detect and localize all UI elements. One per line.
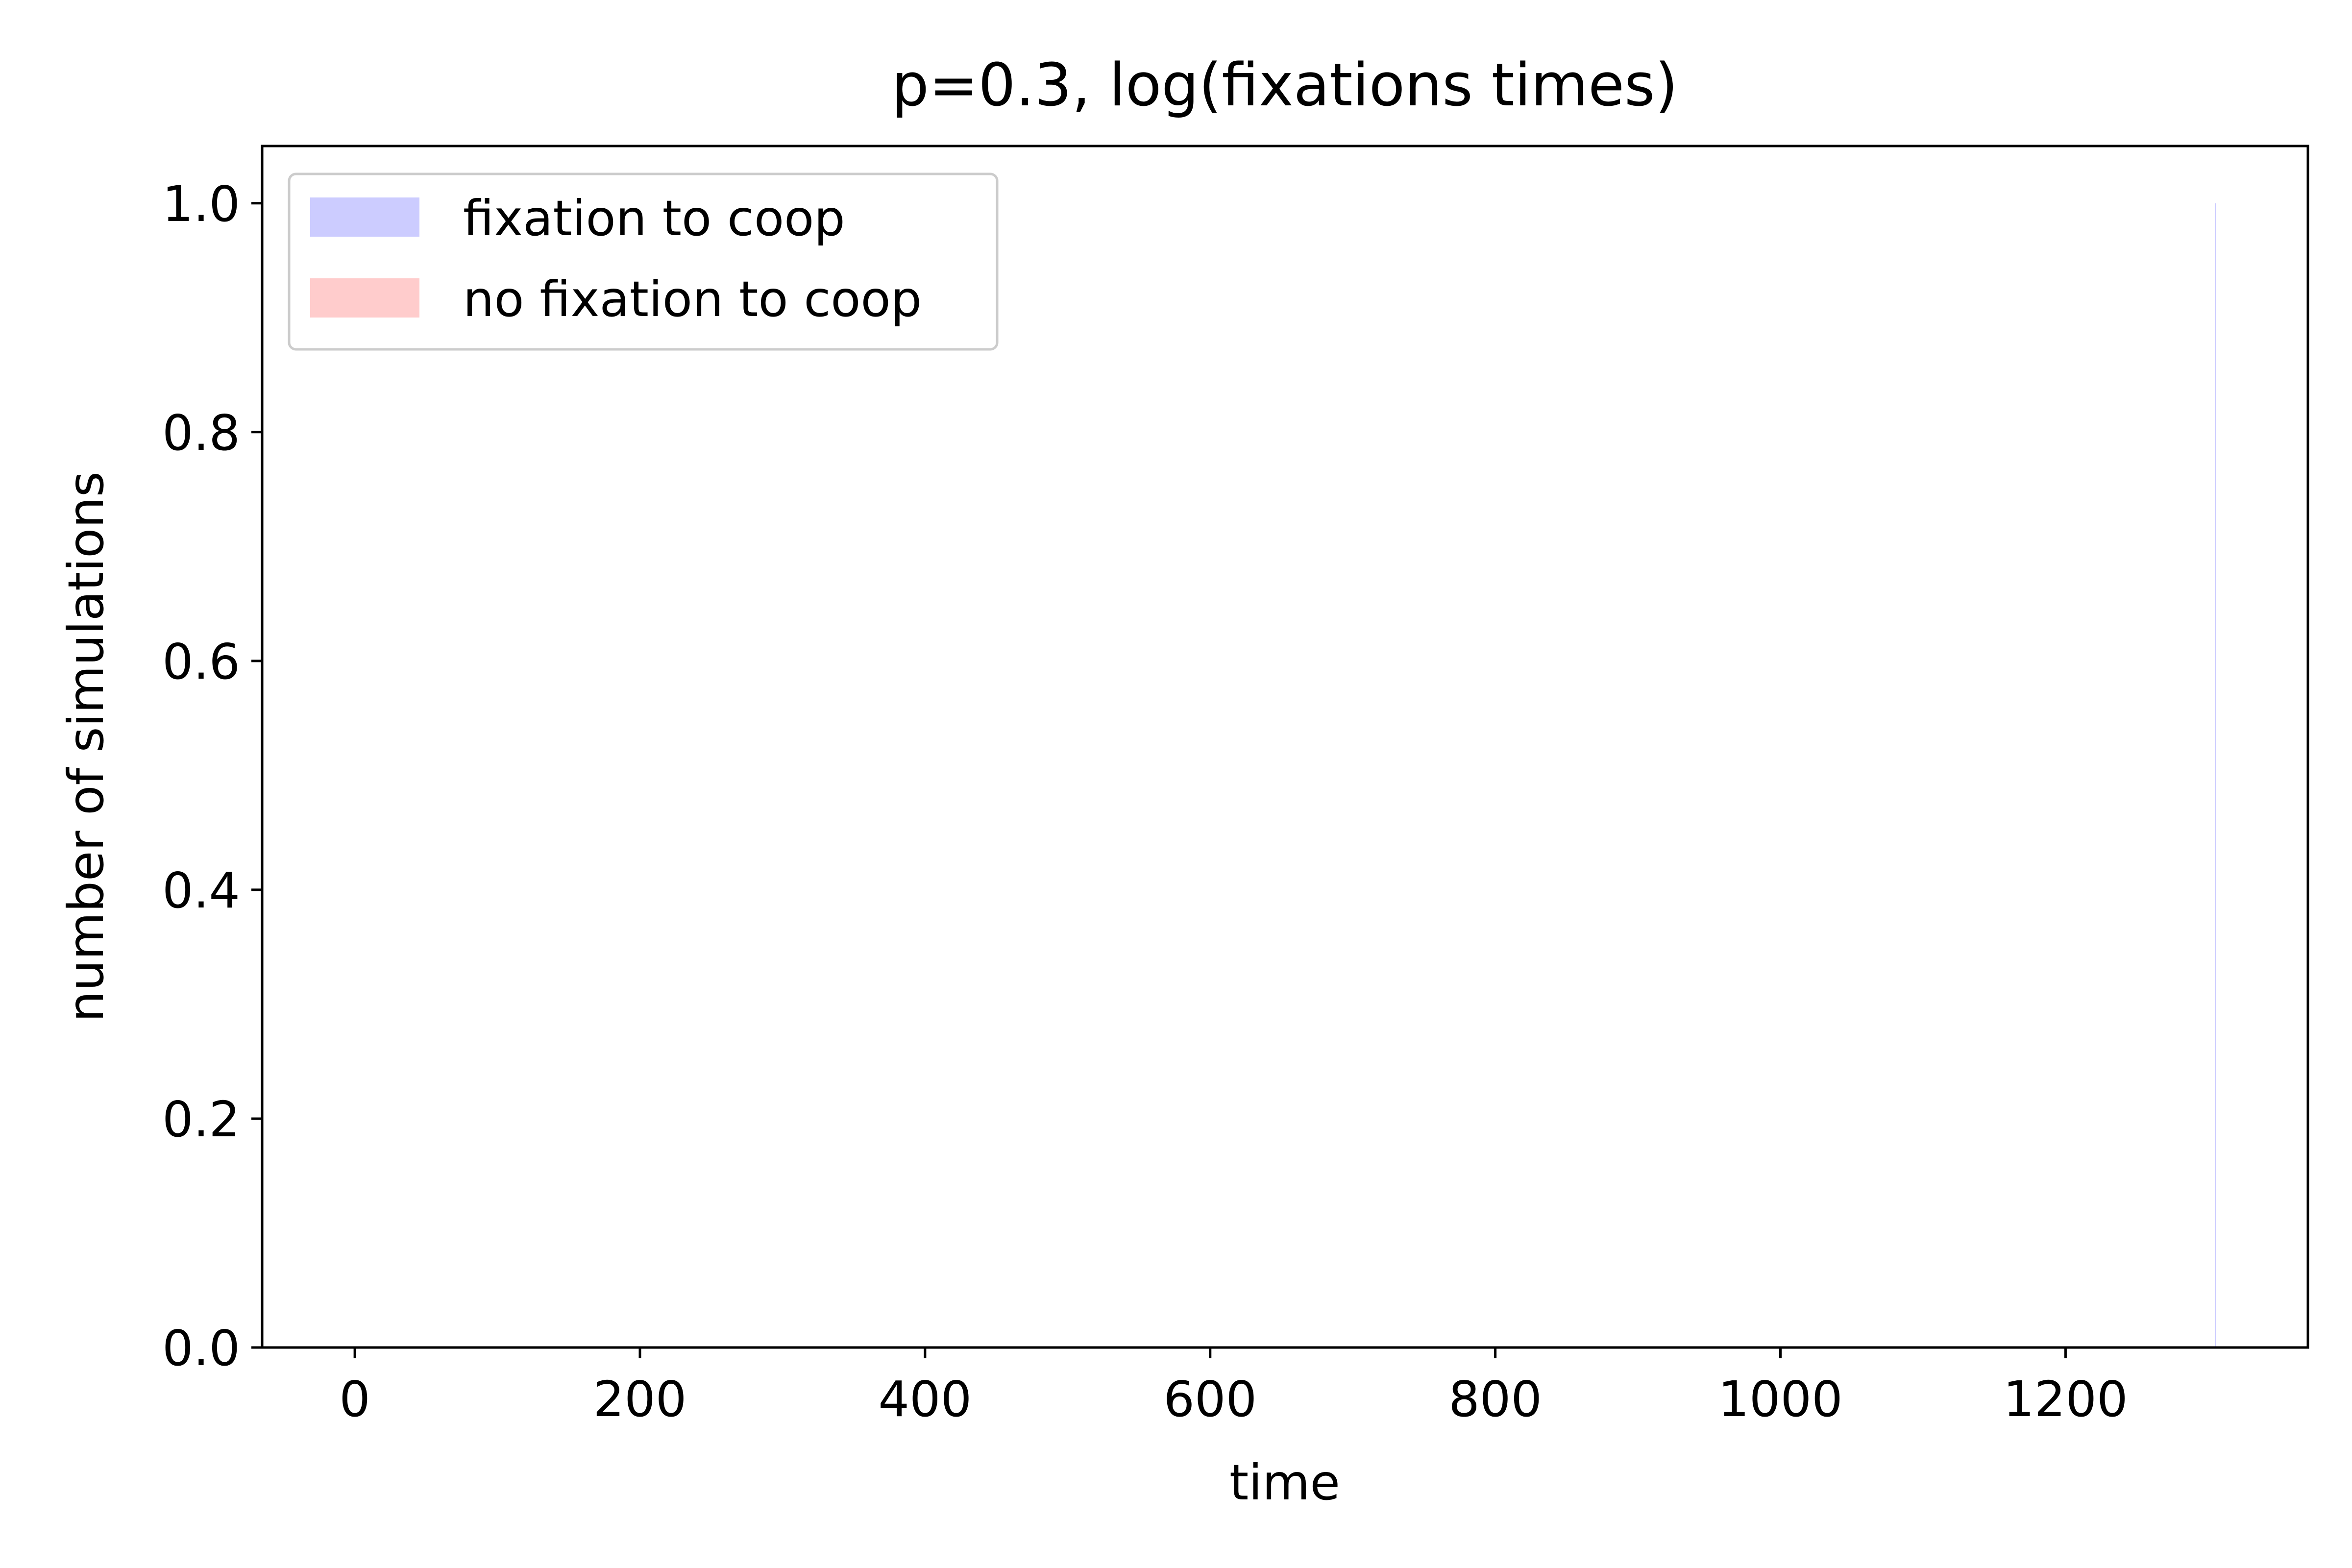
legend-swatch-no-fixation <box>310 278 419 318</box>
x-axis-label: time <box>1229 1454 1340 1511</box>
x-tick-label: 0 <box>339 1371 370 1428</box>
y-axis-label: number of simulations <box>57 471 115 1022</box>
legend-swatch-fixation <box>310 197 419 237</box>
bar-series-0-0 <box>2215 203 2216 1348</box>
legend-label-fixation: fixation to coop <box>463 190 845 247</box>
y-tick-label: 0.4 <box>162 862 240 919</box>
x-tick-label: 400 <box>878 1371 972 1428</box>
ticks-layer: 0 200 400 600 800 1000 1200 0.0 0.2 0.4 0.6 0.8 1.0 <box>162 175 2128 1428</box>
x-tick-label: 1000 <box>1718 1371 1843 1428</box>
x-tick-label: 200 <box>593 1371 687 1428</box>
x-tick-label: 800 <box>1448 1371 1542 1428</box>
x-tick-label: 1200 <box>2003 1371 2128 1428</box>
x-tick-label: 600 <box>1163 1371 1257 1428</box>
plot-frame <box>261 145 2309 1349</box>
legend-frame <box>288 172 999 351</box>
y-tick-label: 1.0 <box>162 175 240 233</box>
y-tick-label: 0.2 <box>162 1091 240 1148</box>
y-tick-label: 0.0 <box>162 1320 240 1377</box>
legend-label-no-fixation: no fixation to coop <box>463 270 922 328</box>
bars-layer <box>2215 203 2216 1348</box>
legend: fixation to coop no fixation to coop <box>288 172 999 351</box>
chart-title: p=0.3, log(fixations times) <box>892 51 1678 120</box>
y-tick-label: 0.6 <box>162 633 240 690</box>
y-tick-label: 0.8 <box>162 404 240 462</box>
